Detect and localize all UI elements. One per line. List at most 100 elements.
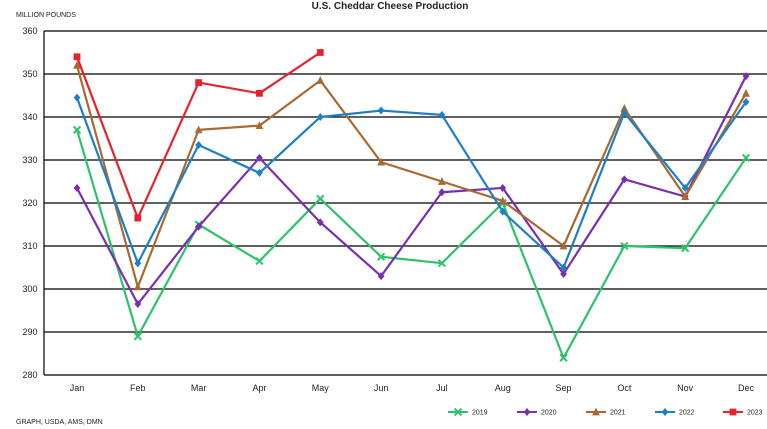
data-point-2022 [134, 259, 142, 268]
y-tick-label: 320 [22, 198, 37, 208]
data-point-2020 [377, 272, 385, 281]
data-point-2022 [499, 207, 507, 216]
data-point-2023 [195, 79, 203, 86]
legend-marker [523, 408, 531, 416]
data-point-2020 [620, 175, 628, 184]
series-2022 [73, 93, 750, 272]
series-line-2020 [76, 75, 747, 306]
data-point-2022 [560, 263, 567, 272]
series-line-2023 [75, 51, 321, 220]
x-tick-label: Apr [252, 383, 266, 393]
series-2021 [73, 61, 750, 291]
data-point-2020 [195, 222, 203, 231]
data-point-2021 [438, 177, 446, 185]
data-point-2023 [73, 53, 81, 61]
legend-label: 2021 [610, 410, 626, 417]
data-point-2020 [438, 188, 446, 197]
legend-label: 2023 [747, 410, 763, 417]
x-tick-label: Jun [374, 383, 389, 393]
series-line-2019 [75, 129, 747, 359]
data-point-2023 [316, 49, 324, 56]
series-lines [72, 49, 751, 362]
legend-item-2019: 2019 [448, 407, 488, 417]
legend-label: 2020 [541, 410, 557, 417]
y-axis-ticks: 280 290 300 310 320 330 340 350 360 [22, 26, 37, 380]
data-point-2019 [316, 194, 325, 203]
data-point-2022 [620, 108, 628, 117]
data-point-2020 [316, 218, 324, 227]
data-point-2021 [620, 104, 629, 112]
data-point-2022 [438, 110, 446, 119]
series-2019 [72, 125, 751, 362]
x-tick-label: May [312, 383, 330, 393]
data-point-2022 [73, 93, 81, 102]
data-point-2019 [72, 125, 82, 135]
legend-label: 2019 [472, 410, 488, 417]
data-point-2019 [559, 353, 568, 362]
legend-marker [729, 408, 737, 416]
data-point-2021 [194, 125, 203, 134]
y-tick-label: 290 [22, 327, 37, 337]
grid-lines [43, 30, 767, 376]
data-point-2020 [499, 183, 507, 192]
data-point-2019 [681, 244, 690, 253]
y-tick-label: 350 [22, 69, 37, 79]
data-point-2019 [255, 256, 264, 266]
data-point-2022 [195, 140, 203, 149]
series-line-2021 [75, 65, 747, 288]
x-tick-label: Aug [495, 383, 511, 393]
x-tick-label: Jul [436, 383, 448, 393]
data-point-2023 [256, 89, 263, 97]
data-point-2020 [134, 300, 142, 309]
x-tick-label: Feb [130, 383, 146, 393]
series-2023 [73, 49, 324, 222]
data-point-2021 [316, 76, 325, 84]
x-tick-label: Jan [70, 383, 85, 393]
legend-item-2020: 2020 [517, 408, 557, 417]
data-point-2021 [255, 121, 264, 129]
data-point-2020 [256, 153, 263, 162]
data-point-2022 [377, 106, 385, 115]
x-axis-ticks: Jan Feb Mar Apr May Jun Jul Aug Sep Oct Nov Dec [70, 383, 755, 393]
y-tick-label: 340 [22, 112, 37, 122]
legend-item-2022: 2022 [655, 408, 695, 417]
x-tick-label: Mar [191, 383, 207, 393]
legend-item-2023: 2023 [723, 408, 763, 417]
y-axis-label: MILLION POUNDS [16, 12, 76, 19]
legend-marker [592, 407, 600, 416]
data-point-2020 [560, 269, 567, 278]
data-point-2021 [742, 88, 750, 97]
y-tick-label: 360 [22, 26, 37, 36]
x-tick-label: Nov [677, 383, 694, 393]
y-tick-label: 280 [22, 370, 37, 380]
data-point-2019 [376, 252, 386, 261]
data-point-2021 [133, 282, 142, 291]
data-point-2019 [133, 332, 142, 341]
x-tick-label: Oct [617, 383, 632, 393]
data-point-2022 [681, 183, 689, 192]
series-line-2022 [75, 97, 747, 269]
data-point-2020 [73, 183, 81, 192]
y-tick-label: 300 [22, 284, 37, 294]
data-point-2021 [377, 157, 385, 166]
legend-label: 2022 [679, 410, 695, 417]
data-point-2022 [316, 113, 324, 121]
data-point-2019 [620, 241, 629, 251]
data-point-2021 [73, 61, 81, 69]
x-tick-label: Sep [556, 383, 572, 393]
legend: 2019 2020 2021 2022 2023 [448, 407, 763, 417]
data-point-2020 [742, 72, 750, 81]
data-point-2023 [134, 214, 142, 222]
data-point-2022 [256, 168, 263, 177]
x-tick-label: Dec [738, 383, 755, 393]
legend-item-2021: 2021 [586, 407, 626, 417]
data-point-2019 [741, 153, 751, 162]
chart-title: U.S. Cheddar Cheese Production [312, 1, 469, 12]
data-point-2022 [742, 97, 750, 106]
data-point-2019 [437, 259, 447, 268]
source-note: GRAPH, USDA, AMS, DMN [16, 419, 103, 426]
y-tick-label: 310 [22, 241, 37, 251]
data-point-2021 [681, 192, 690, 200]
